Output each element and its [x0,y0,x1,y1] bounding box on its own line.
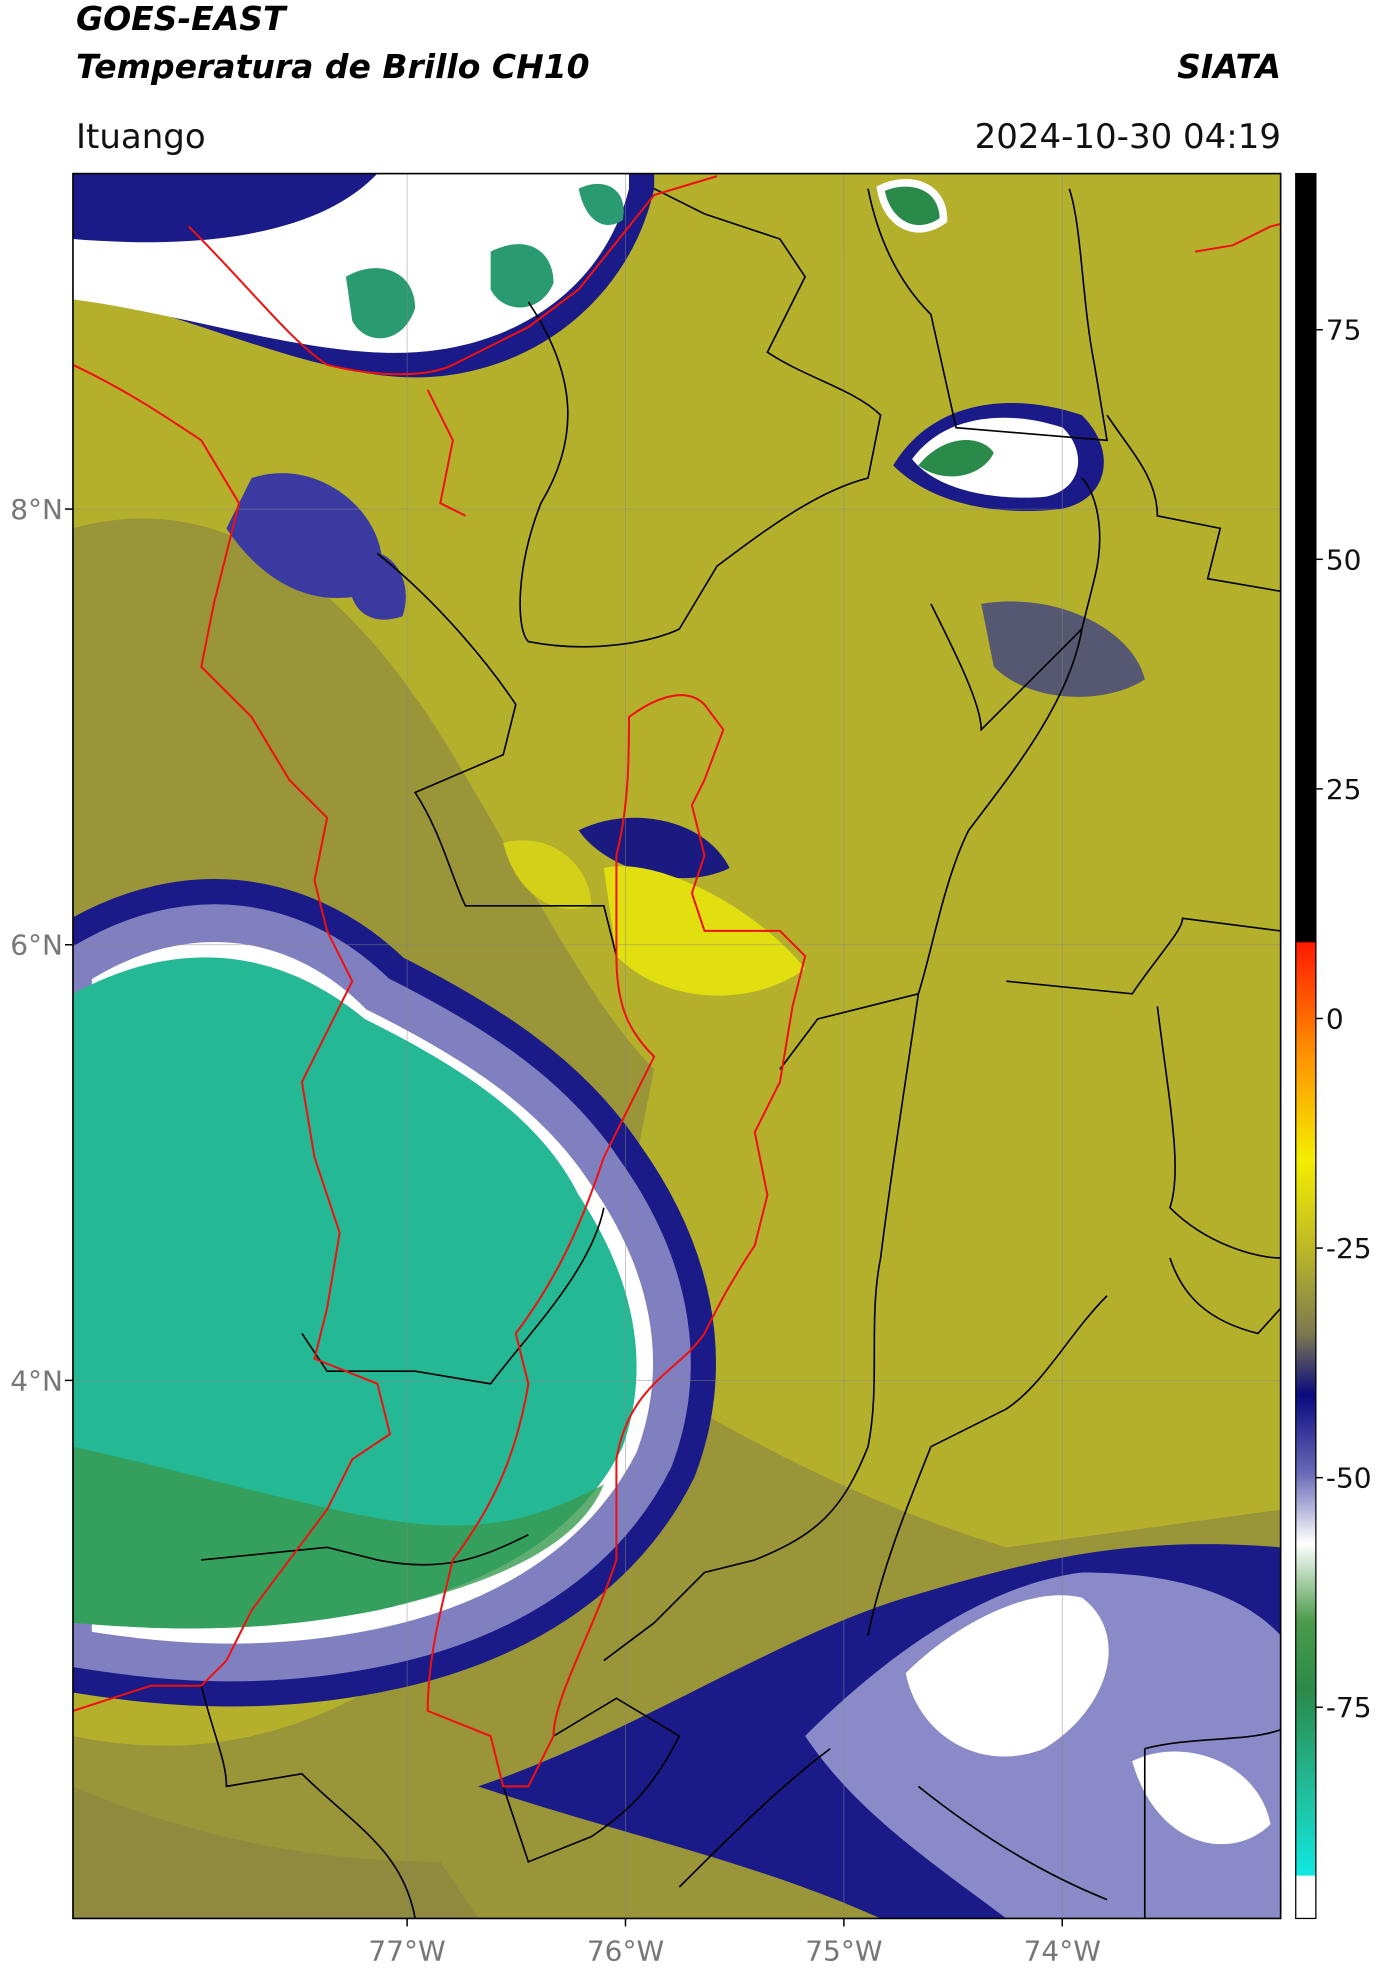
datetime: 2024-10-30 04:19 [975,117,1281,157]
location: Ituango [76,117,206,157]
source: SIATA [1177,47,1281,86]
subtitle: Temperatura de Brillo CH10 [76,47,590,86]
x-tick-label: 74°W [1024,1934,1101,1967]
colorbar-tick-label: -25 [1326,1232,1372,1265]
colorbar-tick-label: -50 [1326,1462,1372,1495]
x-tick-label: 77°W [368,1934,445,1967]
colorbar-tick-label: 50 [1326,543,1362,576]
admin-boundaries [200,187,1281,1919]
colorbar-tick-label: 0 [1326,1002,1344,1035]
title: GOES-EAST [76,0,288,38]
colorbar-tick-label: -75 [1326,1691,1372,1724]
grid [72,173,1281,1919]
region-outline [72,175,1281,1788]
axes: 77°W 76°W 75°W 74°W 8°N 6°N 4°N -75 -50 -25 0 25 50 7… [10,314,1371,1968]
y-tick-label: 4°N [10,1364,63,1397]
y-tick-label: 6°N [10,929,63,962]
x-tick-label: 76°W [587,1934,664,1967]
colorbar-tick-label: 25 [1326,773,1362,806]
y-tick-label: 8°N [10,493,63,526]
colorbar-tick-label: 75 [1326,314,1362,347]
map [72,172,1317,1920]
map-frame [72,172,1282,1920]
x-tick-label: 75°W [805,1934,882,1967]
colorbar [1295,172,1317,1920]
